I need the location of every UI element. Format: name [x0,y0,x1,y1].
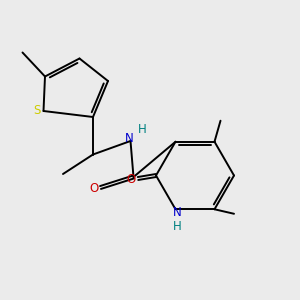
Text: O: O [89,182,98,195]
Text: N: N [124,132,134,146]
Text: O: O [127,172,136,186]
Text: H: H [138,123,147,136]
Text: N: N [172,206,182,219]
Text: H: H [172,220,182,233]
Text: S: S [33,104,40,118]
